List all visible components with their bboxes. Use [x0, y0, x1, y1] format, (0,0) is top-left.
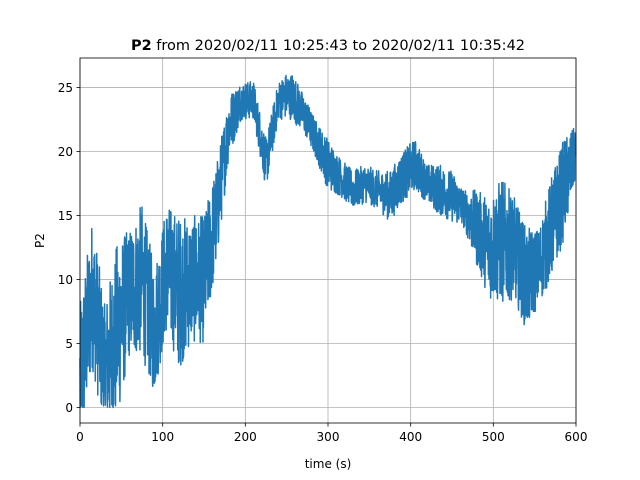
x-tick-label: 300 [317, 430, 340, 444]
x-tick-label: 200 [234, 430, 257, 444]
chart-title-bold: P2 [131, 38, 152, 54]
y-tick-label: 5 [65, 337, 73, 351]
y-tick-label: 10 [58, 273, 73, 287]
chart-title: P2 from 2020/02/11 10:25:43 to 2020/02/1… [131, 38, 525, 54]
y-tick-label: 15 [58, 209, 73, 223]
y-tick-label: 25 [58, 81, 73, 95]
x-tick-label: 600 [565, 430, 588, 444]
x-tick-label: 500 [482, 430, 505, 444]
x-tick-label: 0 [76, 430, 84, 444]
x-tick-label: 400 [399, 430, 422, 444]
x-axis-label: time (s) [305, 457, 352, 471]
chart-title-rest: from 2020/02/11 10:25:43 to 2020/02/11 1… [152, 38, 525, 54]
y-tick-label: 20 [58, 145, 73, 159]
series-line [79, 74, 577, 409]
x-axis: 0 100 200 300 400 500 600 [76, 423, 587, 444]
y-axis: 0 5 10 15 20 25 [58, 81, 80, 415]
y-tick-label: 0 [65, 401, 73, 415]
x-tick-label: 100 [151, 430, 174, 444]
series-layer [79, 74, 577, 409]
y-axis-label: P2 [33, 233, 47, 248]
